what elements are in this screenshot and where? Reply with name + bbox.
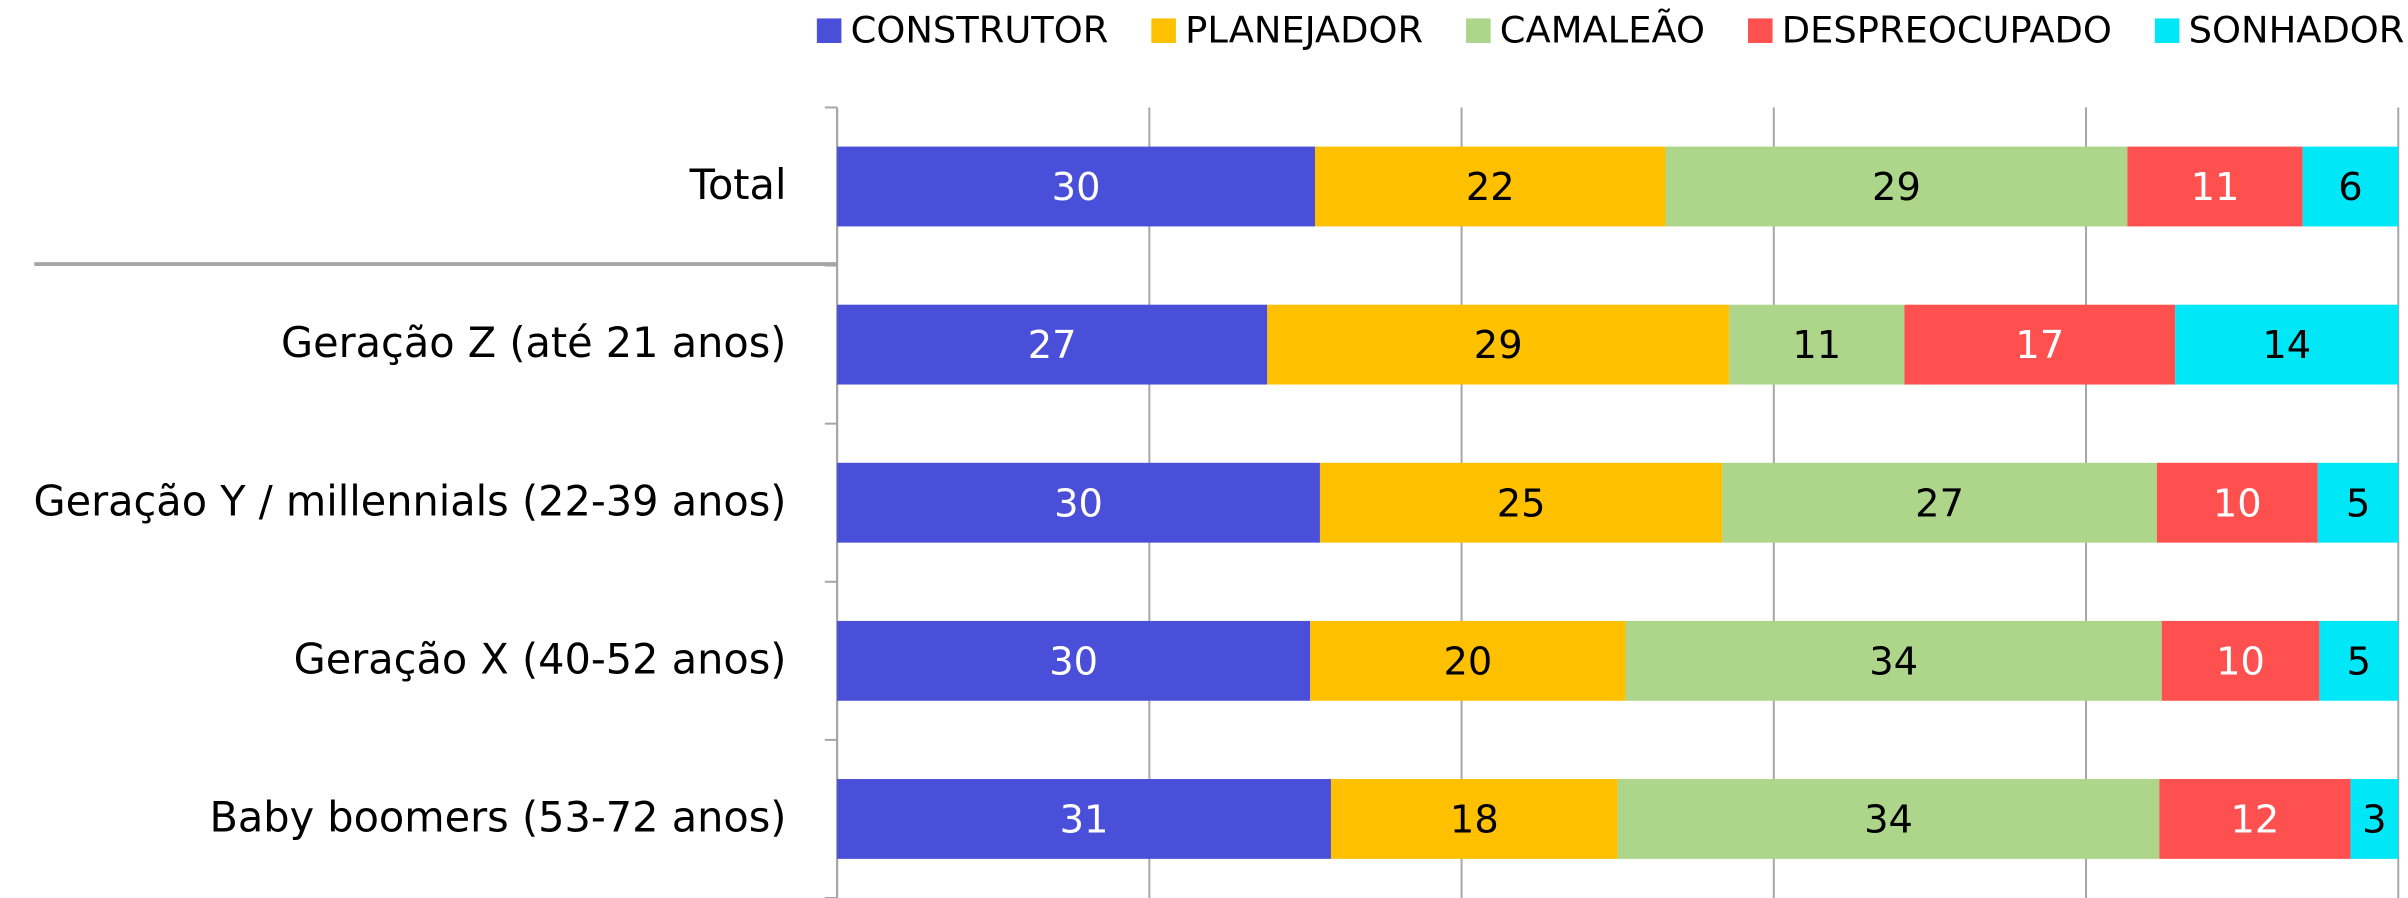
- y-tick-label: Geração Z (até 21 anos): [281, 319, 786, 367]
- bar-segment: [2302, 146, 2399, 227]
- legend-swatch: [1748, 18, 1773, 43]
- bar-segment: [2319, 620, 2399, 701]
- bar-segment: [1330, 779, 1618, 859]
- data-label: 22: [1466, 165, 1515, 210]
- data-label: 34: [1864, 798, 1913, 843]
- data-label: 14: [2262, 323, 2311, 368]
- data-label: 11: [2191, 165, 2240, 210]
- data-label: 11: [1792, 323, 1841, 368]
- bar-segment: [1315, 146, 1666, 227]
- data-label: 27: [1915, 481, 1964, 526]
- data-label: 29: [1872, 165, 1921, 210]
- data-label: 31: [1060, 798, 1109, 843]
- data-label: 17: [2015, 323, 2064, 368]
- data-label: 3: [2362, 798, 2386, 843]
- bar-segment: [1729, 304, 1905, 385]
- bar-segment: [1310, 620, 1626, 701]
- bar-segment: [2127, 146, 2303, 227]
- bar-segment: [1319, 462, 1723, 543]
- data-label: 29: [1474, 323, 1523, 368]
- data-label: 30: [1049, 639, 1098, 684]
- bar-segment: [2350, 779, 2399, 859]
- data-label: 20: [1443, 639, 1492, 684]
- bar-segment: [1625, 620, 2162, 701]
- bar-segment: [1904, 304, 2176, 385]
- bar-segment: [837, 620, 1311, 701]
- bar-segment: [837, 462, 1320, 543]
- bar-segment: [837, 304, 1268, 385]
- bar-segment: [1267, 304, 1730, 385]
- data-label: 12: [2230, 798, 2279, 843]
- legend-swatch: [2154, 18, 2180, 43]
- data-label: 6: [2338, 165, 2362, 210]
- data-label: 10: [2216, 639, 2265, 684]
- data-label: 5: [2346, 481, 2370, 526]
- bar-segment: [2159, 779, 2351, 859]
- legend-label: CONSTRUTOR: [851, 9, 1109, 52]
- data-label: 10: [2213, 481, 2262, 526]
- data-label: 18: [1450, 798, 1499, 843]
- legend-label: CAMALEÃO: [1500, 8, 1705, 52]
- bar-segment: [1617, 779, 2160, 859]
- legend-label: SONHADOR: [2189, 9, 2405, 52]
- bar-segment: [1665, 146, 2128, 227]
- bar-segment: [837, 146, 1316, 227]
- bar-segment: [837, 779, 1331, 859]
- bar-segment: [1722, 462, 2157, 543]
- data-label: 30: [1052, 165, 1101, 210]
- bar-segment: [2161, 620, 2320, 701]
- y-tick-label: Total: [689, 161, 787, 209]
- legend-label: PLANEJADOR: [1185, 9, 1423, 52]
- data-label: 27: [1028, 323, 1077, 368]
- legend-label: DESPREOCUPADO: [1782, 9, 2112, 52]
- y-tick-label: Geração X (40-52 anos): [294, 635, 787, 683]
- y-tick-label: Geração Y / millennials (22-39 anos): [33, 477, 786, 525]
- data-label: 34: [1869, 639, 1918, 684]
- legend-swatch: [1466, 18, 1491, 43]
- legend-swatch: [816, 18, 842, 43]
- bar-segment: [2317, 462, 2399, 543]
- data-label: 25: [1497, 481, 1546, 526]
- data-label: 5: [2347, 639, 2371, 684]
- data-label: 30: [1054, 481, 1103, 526]
- y-tick-label: Baby boomers (53-72 anos): [209, 793, 786, 841]
- bar-segment: [2156, 462, 2318, 543]
- bar-segment: [2175, 304, 2399, 385]
- legend-swatch: [1151, 18, 1176, 43]
